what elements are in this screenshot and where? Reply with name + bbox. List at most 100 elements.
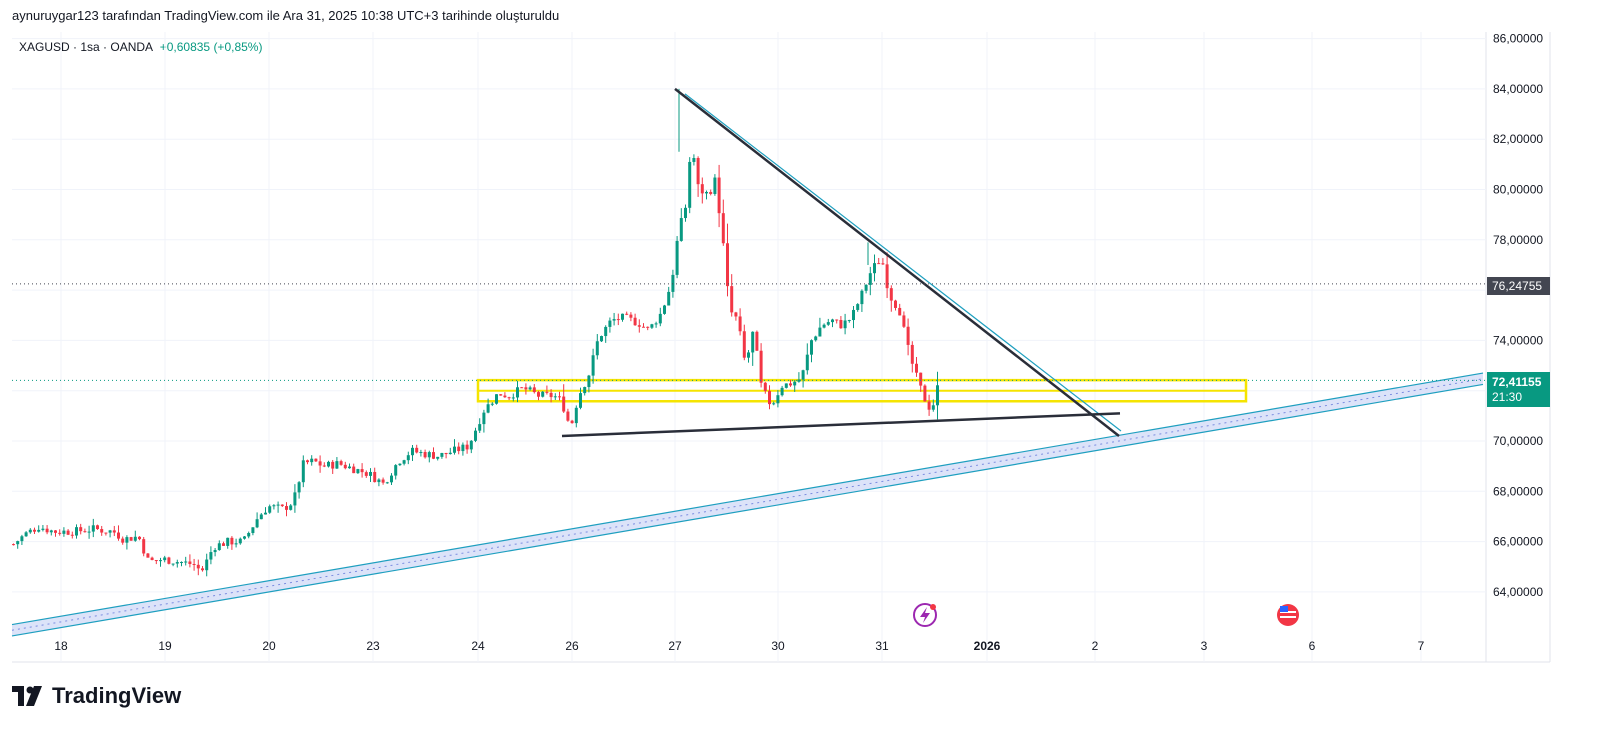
candle-body [453, 446, 456, 453]
us-flag-event-icon[interactable] [1277, 604, 1299, 626]
candle-body [280, 504, 284, 507]
candle-body [667, 291, 671, 306]
candle-body [356, 469, 360, 474]
candle-body [511, 397, 515, 399]
channel-mid-line [11, 378, 1484, 631]
candle-body [763, 382, 767, 391]
candle-body [297, 482, 301, 493]
candle-body [251, 527, 255, 534]
candle-body [209, 552, 213, 560]
time-tick-label: 26 [565, 639, 579, 653]
time-tick-label: 23 [366, 639, 380, 653]
candle-body [268, 506, 272, 513]
grid-lines [12, 32, 1486, 662]
price-tick-label: 74,00000 [1493, 333, 1543, 347]
candle-body [936, 385, 939, 406]
support-trendline [561, 412, 1121, 438]
candle-body [335, 461, 339, 469]
candle-body [696, 158, 700, 185]
candle-body [444, 452, 448, 455]
candle-body [793, 381, 797, 386]
time-tick-label: 24 [471, 639, 485, 653]
candle-body [818, 327, 822, 337]
candle-body [83, 531, 87, 533]
candle-body [843, 320, 847, 329]
candle-body [566, 411, 570, 421]
candle-body [642, 326, 645, 328]
candle-body [419, 452, 423, 454]
time-tick-label: 2 [1092, 639, 1099, 653]
candle-body [692, 158, 696, 162]
candle-body [637, 325, 641, 327]
candle-body [301, 460, 305, 483]
candle-body [721, 213, 725, 244]
candle-body [247, 533, 251, 537]
time-tick-label: 6 [1309, 639, 1316, 653]
price-tick-label: 68,00000 [1493, 484, 1543, 498]
candle-body [826, 322, 830, 325]
candle-body [625, 313, 629, 315]
candle-body [679, 218, 683, 241]
candle-body [129, 537, 133, 541]
candle-body [238, 538, 242, 544]
descending-trendline [674, 87, 1120, 437]
lightning-event-icon[interactable] [913, 603, 937, 627]
price-tick-label: 86,00000 [1493, 32, 1543, 46]
candle-body [385, 482, 389, 484]
candle-body [822, 324, 826, 328]
change-label: +0,60835 (+0,85%) [159, 40, 263, 54]
candle-body [621, 313, 624, 320]
candle-body [768, 390, 771, 405]
candle-body [369, 471, 372, 476]
candle-body [864, 284, 868, 291]
tradingview-brand-text: TradingView [52, 683, 182, 708]
candle-body [923, 385, 927, 402]
candle-body [852, 309, 855, 321]
price-tick-label: 78,00000 [1493, 233, 1543, 247]
candle-body [314, 458, 318, 462]
symbol-label[interactable]: XAGUSD · 1sa · OANDA [19, 40, 153, 54]
candle-body [432, 452, 435, 459]
time-tick-label: 30 [771, 639, 785, 653]
candle-body [230, 537, 234, 545]
candle-body [96, 525, 99, 530]
candle-body [16, 541, 20, 545]
candle-body [906, 326, 910, 345]
channel-upper-line [11, 372, 1484, 626]
candlesticks [12, 88, 939, 577]
candle-body [352, 466, 356, 474]
candle-body [117, 532, 120, 539]
candle-body [574, 407, 578, 424]
time-tick-label: 20 [262, 639, 276, 653]
candle-body [474, 430, 477, 441]
candle-body [734, 312, 738, 317]
tradingview-logo[interactable]: TradingView [12, 683, 181, 709]
channel-lower-line [11, 383, 1484, 637]
candle-body [125, 537, 129, 543]
last-price-text: 72,41155 [1492, 375, 1542, 389]
candle-body [272, 505, 276, 507]
candle-body [910, 344, 914, 364]
candle-body [373, 471, 377, 483]
candle-body [738, 316, 742, 332]
candle-body [41, 528, 45, 530]
time-tick-label: 31 [875, 639, 889, 653]
candle-body [184, 561, 188, 563]
candle-body [175, 562, 179, 564]
channel-band [12, 373, 1483, 636]
candle-body [600, 336, 603, 342]
candle-body [192, 563, 196, 565]
candle-body [79, 527, 83, 532]
candle-body [814, 336, 818, 341]
candle-body [12, 544, 15, 546]
candle-body [646, 326, 650, 328]
price-tick-label: 80,00000 [1493, 183, 1543, 197]
candle-body [797, 379, 801, 382]
candle-body [915, 363, 918, 373]
candle-body [675, 240, 679, 275]
candle-body [885, 264, 889, 289]
descending-trendline-guide [684, 93, 1122, 432]
candle-body [234, 543, 238, 545]
candle-body [801, 370, 805, 380]
